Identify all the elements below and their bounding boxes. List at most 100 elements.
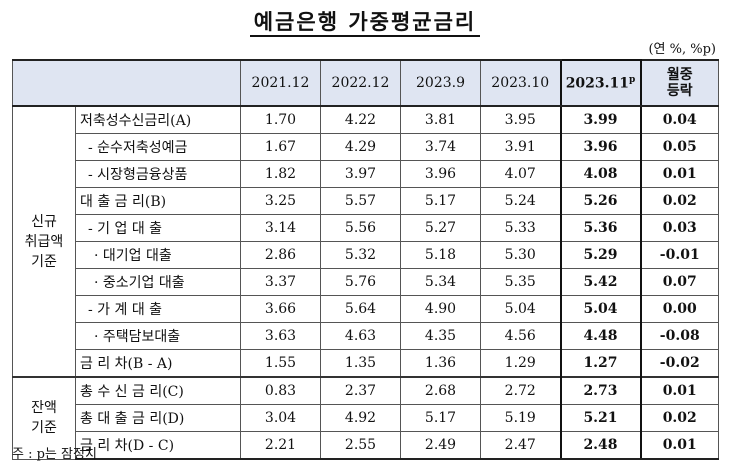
cell-2023-9: 5.34 bbox=[400, 268, 481, 296]
cell-2022-12: 3.97 bbox=[320, 160, 401, 188]
cell-2022-12: 4.63 bbox=[320, 322, 401, 350]
cell-monthly-change: -0.08 bbox=[640, 322, 719, 350]
cell-2023-11: 5.42 bbox=[559, 268, 642, 296]
cell-2021-12: 2.86 bbox=[240, 241, 321, 269]
cell-2023-9: 4.90 bbox=[400, 295, 481, 323]
table-title: 예금은행 가중평균금리 bbox=[0, 6, 730, 37]
cell-2023-9: 2.49 bbox=[400, 431, 481, 460]
cell-2023-10: 5.30 bbox=[480, 241, 561, 269]
cell-2023-11: 3.96 bbox=[559, 133, 642, 161]
row-label: · 대기업 대출 bbox=[75, 241, 241, 269]
cell-2023-10: 3.91 bbox=[480, 133, 561, 161]
cell-2023-9: 2.68 bbox=[400, 376, 481, 405]
cell-2023-9: 5.18 bbox=[400, 241, 481, 269]
cell-2023-11: 2.73 bbox=[559, 376, 642, 405]
group-label-line: 기준 bbox=[31, 253, 57, 270]
cell-2023-10: 2.72 bbox=[480, 376, 561, 405]
cell-2023-9: 1.36 bbox=[400, 349, 481, 378]
cell-2023-11: 4.08 bbox=[559, 160, 642, 188]
row-label: - 순수저축성예금 bbox=[75, 133, 241, 161]
col-header-2023-11: 2023.11p bbox=[559, 59, 642, 107]
cell-2023-10: 5.35 bbox=[480, 268, 561, 296]
table-row: · 중소기업 대출 3.37 5.76 5.34 5.35 5.42 0.07 bbox=[13, 268, 719, 296]
cell-monthly-change: 0.04 bbox=[640, 105, 719, 134]
cell-2023-9: 5.27 bbox=[400, 214, 481, 242]
header-row: 2021.12 2022.12 2023.9 2023.10 2023.11p … bbox=[12, 59, 719, 107]
cell-monthly-change: 0.02 bbox=[640, 404, 719, 432]
table-row: 신규 취급액 기준 저축성수신금리(A) 1.70 4.22 3.81 3.95 3.99 0.0… bbox=[12, 105, 719, 378]
table-row: - 가 계 대 출 3.66 5.64 4.90 5.04 5.04 0.00 bbox=[13, 295, 719, 323]
cell-2023-9: 5.17 bbox=[400, 187, 481, 215]
cell-2022-12: 5.64 bbox=[320, 295, 401, 323]
table-row: 대 출 금 리(B) 3.25 5.57 5.17 5.24 5.26 0.02 bbox=[13, 187, 719, 215]
cell-monthly-change: 0.02 bbox=[640, 187, 719, 215]
cell-2021-12: 3.14 bbox=[240, 214, 321, 242]
table-row: 총 대 출 금 리(D) 3.04 4.92 5.17 5.19 5.21 0.02 bbox=[13, 404, 719, 432]
interest-rate-table: 2021.12 2022.12 2023.9 2023.10 2023.11p … bbox=[12, 59, 719, 460]
row-label: 금 리 차(D - C) bbox=[75, 431, 241, 460]
cell-2023-10: 5.19 bbox=[480, 404, 561, 432]
row-label: 금 리 차(B - A) bbox=[75, 349, 241, 378]
cell-monthly-change: -0.02 bbox=[640, 349, 719, 378]
cell-2023-10: 1.29 bbox=[480, 349, 561, 378]
cell-2022-12: 1.35 bbox=[320, 349, 401, 378]
row-label: - 시장형금융상품 bbox=[75, 160, 241, 188]
col-header-monthly-change: 월중 등락 bbox=[640, 59, 719, 107]
table-row: 잔액 기준 총 수 신 금 리(C) 0.83 2.37 2.68 2.72 2.73 0.01 bbox=[12, 376, 719, 460]
cell-2021-12: 1.67 bbox=[240, 133, 321, 161]
cell-2022-12: 5.76 bbox=[320, 268, 401, 296]
unit-label: (연 %, %p) bbox=[648, 42, 716, 57]
cell-2022-12: 4.22 bbox=[320, 105, 401, 134]
col-header-2021-12: 2021.12 bbox=[240, 59, 321, 107]
header-blank bbox=[12, 59, 241, 107]
cell-monthly-change: 0.05 bbox=[640, 133, 719, 161]
cell-2023-10: 2.47 bbox=[480, 431, 561, 460]
cell-2023-10: 5.04 bbox=[480, 295, 561, 323]
cell-2022-12: 5.56 bbox=[320, 214, 401, 242]
cell-2023-9: 5.17 bbox=[400, 404, 481, 432]
row-label: · 중소기업 대출 bbox=[75, 268, 241, 296]
cell-2023-9: 3.96 bbox=[400, 160, 481, 188]
col-header-2023-9: 2023.9 bbox=[400, 59, 481, 107]
footnote: 주 : p는 잠정치 bbox=[12, 447, 97, 462]
table-row: - 순수저축성예금 1.67 4.29 3.74 3.91 3.96 0.05 bbox=[13, 133, 719, 161]
group-label-new: 신규 취급액 기준 bbox=[12, 105, 76, 378]
cell-2023-11: 2.48 bbox=[559, 431, 642, 460]
row-label: - 기 업 대 출 bbox=[75, 214, 241, 242]
cell-2023-11: 5.21 bbox=[559, 404, 642, 432]
cell-2021-12: 3.25 bbox=[240, 187, 321, 215]
group-label-line: 취급액 bbox=[24, 233, 64, 250]
row-label: · 주택담보대출 bbox=[75, 322, 241, 350]
cell-2023-11: 1.27 bbox=[559, 349, 642, 378]
cell-monthly-change: 0.01 bbox=[640, 376, 719, 405]
row-label: 총 수 신 금 리(C) bbox=[75, 376, 241, 405]
cell-2023-11: 3.99 bbox=[559, 105, 642, 134]
cell-2023-10: 3.95 bbox=[480, 105, 561, 134]
row-label: - 가 계 대 출 bbox=[75, 295, 241, 323]
col-header-2023-10: 2023.10 bbox=[480, 59, 561, 107]
table-row: 금 리 차(B - A) 1.55 1.35 1.36 1.29 1.27 -0.02 bbox=[13, 349, 719, 378]
cell-2022-12: 2.55 bbox=[320, 431, 401, 460]
group-label-line: 기준 bbox=[31, 420, 57, 437]
table-row: · 주택담보대출 3.63 4.63 4.35 4.56 4.48 -0.08 bbox=[13, 322, 719, 350]
table-row: · 대기업 대출 2.86 5.32 5.18 5.30 5.29 -0.01 bbox=[13, 241, 719, 269]
cell-2021-12: 1.70 bbox=[240, 105, 321, 134]
row-label: 저축성수신금리(A) bbox=[75, 105, 241, 134]
cell-monthly-change: 0.00 bbox=[640, 295, 719, 323]
group-label-line: 잔액 bbox=[31, 400, 57, 417]
cell-monthly-change: 0.03 bbox=[640, 214, 719, 242]
cell-2023-11: 5.36 bbox=[559, 214, 642, 242]
cell-2021-12: 1.82 bbox=[240, 160, 321, 188]
cell-2022-12: 5.57 bbox=[320, 187, 401, 215]
cell-2023-11: 5.04 bbox=[559, 295, 642, 323]
cell-2022-12: 5.32 bbox=[320, 241, 401, 269]
cell-2023-10: 4.56 bbox=[480, 322, 561, 350]
cell-2023-11: 5.29 bbox=[559, 241, 642, 269]
table-row: 금 리 차(D - C) 2.21 2.55 2.49 2.47 2.48 0.01 bbox=[13, 431, 719, 460]
cell-2021-12: 3.04 bbox=[240, 404, 321, 432]
cell-2021-12: 3.37 bbox=[240, 268, 321, 296]
cell-2023-9: 3.74 bbox=[400, 133, 481, 161]
cell-2023-11: 4.48 bbox=[559, 322, 642, 350]
cell-monthly-change: -0.01 bbox=[640, 241, 719, 269]
